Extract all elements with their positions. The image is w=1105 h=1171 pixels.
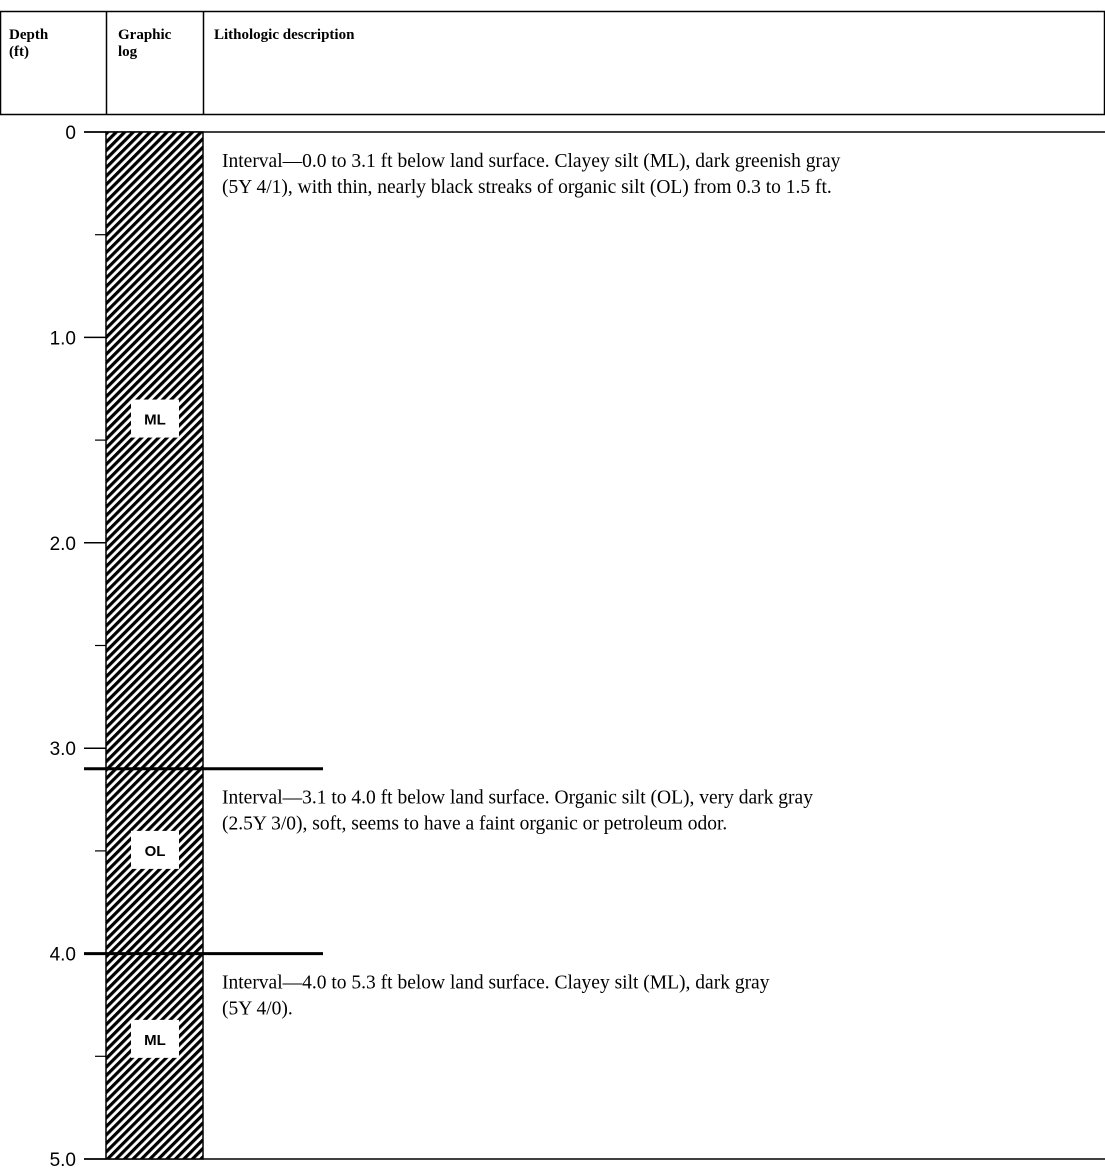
interval: ML Interval—4.0 to 5.3 ft below land surf…: [84, 952, 770, 1058]
unit-label-box: [131, 830, 179, 869]
interval-description-line: (5Y 4/1), with thin, nearly black streak…: [222, 177, 832, 198]
graphic-header-line-2: log: [118, 44, 138, 60]
unit-label: ML: [144, 1032, 166, 1049]
graphic-log-column: [105, 131, 204, 1160]
graphic-header-line-1: Graphic: [118, 27, 172, 43]
unit-label: OL: [145, 843, 166, 860]
depth-tick-label: 3.0: [50, 739, 76, 760]
description-header: Lithologic description: [214, 27, 355, 43]
interval-description-line: (2.5Y 3/0), soft, seems to have a faint …: [222, 814, 727, 835]
unit-label-box: [131, 399, 179, 438]
interval: OL Interval—3.1 to 4.0 ft below land surf…: [84, 767, 813, 869]
depth-header-line-1: Depth: [9, 27, 49, 43]
interval-description-line: Interval—4.0 to 5.3 ft below land surfac…: [222, 973, 770, 994]
depth-axis: 0 1.0 2.0 3.0 4.0 5.0: [50, 123, 106, 1171]
unit-label: ML: [144, 412, 166, 429]
interval: ML Interval—0.0 to 3.1 ft below land surf…: [131, 151, 841, 438]
unit-label-box: [131, 1019, 179, 1058]
depth-tick-label: 1.0: [50, 328, 76, 349]
header: Depth (ft) Graphic log Lithologic descri…: [0, 10, 1105, 116]
interval-description-line: Interval—3.1 to 4.0 ft below land surfac…: [222, 788, 813, 809]
interval-description-line: (5Y 4/0).: [222, 999, 293, 1020]
depth-tick-label: 2.0: [50, 534, 76, 555]
depth-tick-label: 5.0: [50, 1150, 76, 1171]
depth-header-line-2: (ft): [9, 44, 29, 60]
depth-tick-label: 4.0: [50, 945, 76, 966]
intervals: ML Interval—0.0 to 3.1 ft below land surf…: [84, 151, 841, 1058]
depth-tick-label: 0: [65, 123, 76, 144]
interval-description-line: Interval—0.0 to 3.1 ft below land surfac…: [222, 151, 841, 172]
